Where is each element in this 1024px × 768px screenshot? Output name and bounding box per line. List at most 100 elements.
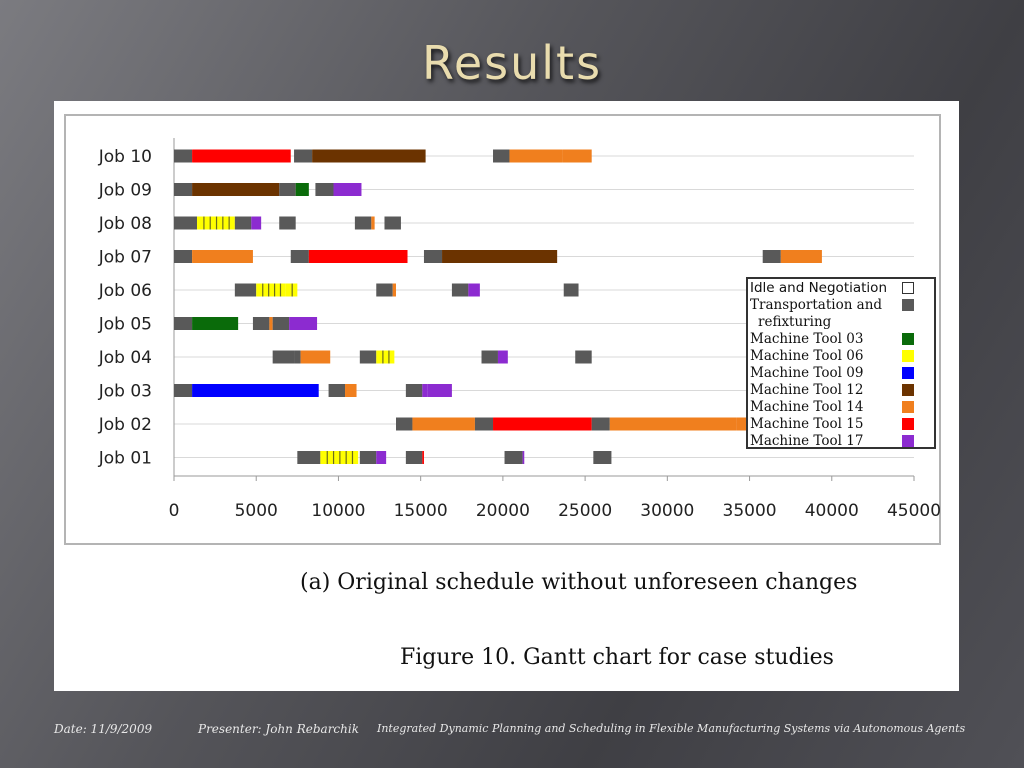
- job-label: Job 05: [98, 315, 152, 335]
- gantt-bar-trans: [593, 451, 612, 464]
- gantt-bar-trans: [396, 417, 413, 431]
- gantt-bar-trans: [405, 451, 423, 464]
- gantt-bar-m14: [562, 149, 592, 163]
- legend-entry: Idle and Negotiation: [750, 280, 914, 296]
- gantt-bar-m12: [312, 149, 426, 163]
- legend-entry: Machine Tool 15: [750, 416, 914, 432]
- gantt-bar-m17: [422, 384, 428, 397]
- job-label: Job 09: [98, 181, 152, 201]
- gantt-bar-trans: [762, 250, 781, 263]
- job-label: Job 01: [98, 449, 152, 469]
- job-label: Job 02: [98, 415, 152, 435]
- x-tick-label: 10000: [311, 501, 365, 521]
- legend-label: Idle and Negotiation: [750, 280, 887, 296]
- chart-legend: Idle and Negotiation Transportation and re…: [746, 277, 936, 449]
- gantt-bar-m03: [192, 317, 239, 330]
- gantt-bar-trans: [481, 350, 498, 364]
- gantt-bar-m06: [256, 283, 286, 297]
- job-label: Job 03: [98, 382, 152, 402]
- legend-label: Machine Tool 15: [750, 416, 864, 432]
- gantt-bar-m06: [376, 350, 395, 364]
- gantt-bar-trans: [376, 283, 393, 297]
- gantt-bar-trans: [174, 149, 193, 163]
- x-tick-label: 25000: [558, 501, 612, 521]
- legend-swatch: [902, 299, 914, 311]
- gantt-bar-trans: [591, 417, 610, 431]
- legend-entry: Machine Tool 14: [750, 399, 914, 415]
- gantt-bar-trans: [294, 149, 313, 163]
- gantt-bar-trans: [279, 183, 296, 196]
- legend-entry: Machine Tool 03: [750, 331, 914, 347]
- gantt-bar-m14: [192, 250, 253, 263]
- gantt-bar-stripe: [273, 283, 276, 297]
- job-label: Job 10: [98, 147, 152, 167]
- legend-entry: Machine Tool 06: [750, 348, 914, 364]
- gantt-bar-m12: [192, 183, 280, 196]
- gantt-bar-m12: [442, 250, 558, 263]
- gantt-bar-trans: [405, 384, 423, 397]
- gantt-bar-stripe: [345, 451, 347, 464]
- legend-label: Transportation and: [750, 297, 883, 313]
- gantt-bar-m15: [493, 417, 592, 431]
- gantt-bar-trans: [504, 451, 523, 464]
- footer-date: Date: 11/9/2009: [54, 722, 153, 736]
- job-label: Job 07: [98, 248, 152, 268]
- gantt-bar-m15: [192, 149, 291, 163]
- figure-caption: Figure 10. Gantt chart for case studies: [400, 645, 834, 670]
- legend-swatch: [902, 418, 914, 430]
- gantt-bar-stripe: [388, 350, 390, 364]
- gantt-bar-m09: [192, 384, 319, 397]
- legend-swatch: [902, 333, 914, 345]
- legend-swatch: [902, 384, 914, 396]
- gantt-bar-stripe: [209, 216, 211, 230]
- gantt-bar-m15: [308, 250, 408, 263]
- gantt-bar-trans: [384, 216, 401, 230]
- legend-swatch: [902, 367, 914, 379]
- gantt-bar-m17: [427, 384, 452, 397]
- gantt-bar-stripe: [332, 451, 335, 464]
- gantt-bar-m17: [468, 283, 480, 297]
- gantt-bar-trans: [315, 183, 334, 196]
- gantt-bar-trans: [493, 149, 510, 163]
- job-label: Job 04: [98, 348, 152, 368]
- gantt-bar-trans: [174, 384, 193, 397]
- gantt-bar-trans: [294, 350, 301, 364]
- gantt-bar-trans: [451, 283, 469, 297]
- gantt-bar-trans: [474, 417, 494, 431]
- legend-label: Machine Tool 14: [750, 399, 864, 415]
- gantt-bar-trans: [354, 216, 372, 230]
- gantt-bar-stripe: [291, 283, 293, 297]
- gantt-bar-m14: [509, 149, 563, 163]
- gantt-bar-m15: [422, 451, 424, 464]
- legend-entry: Machine Tool 09: [750, 365, 914, 381]
- gantt-bar-m14: [345, 384, 357, 397]
- job-label: Job 06: [98, 281, 152, 301]
- gantt-bar-m17: [522, 451, 525, 464]
- legend-swatch: [902, 350, 914, 362]
- gantt-bar-trans: [575, 350, 592, 364]
- gantt-bar-trans: [297, 451, 321, 464]
- legend-swatch: [902, 435, 914, 447]
- gantt-bar-trans: [359, 350, 377, 364]
- gantt-bar-stripe: [268, 283, 270, 297]
- gantt-bar-stripe: [326, 451, 328, 464]
- legend-label: Machine Tool 03: [750, 331, 864, 347]
- gantt-bar-trans: [423, 250, 443, 263]
- gantt-bar-m14: [412, 417, 475, 431]
- gantt-bar-trans: [563, 283, 579, 297]
- footer-presenter: Presenter: John Rebarchik: [198, 722, 359, 736]
- gantt-bar-stripe: [351, 451, 354, 464]
- job-label: Job 08: [98, 214, 152, 234]
- gantt-bar-m14: [300, 350, 331, 364]
- gantt-bar-trans: [290, 250, 309, 263]
- legend-swatch: [902, 401, 914, 413]
- gantt-bar-stripe: [339, 451, 341, 464]
- legend-entry: Transportation and: [750, 297, 914, 313]
- legend-entry: Machine Tool 17: [750, 433, 914, 449]
- gantt-bar-trans: [174, 250, 193, 263]
- gantt-bar-trans: [279, 216, 296, 230]
- x-tick-label: 30000: [640, 501, 694, 521]
- gantt-bar-m14: [392, 283, 396, 297]
- gantt-bar-trans: [174, 317, 193, 330]
- gantt-bar-stripe: [228, 216, 230, 230]
